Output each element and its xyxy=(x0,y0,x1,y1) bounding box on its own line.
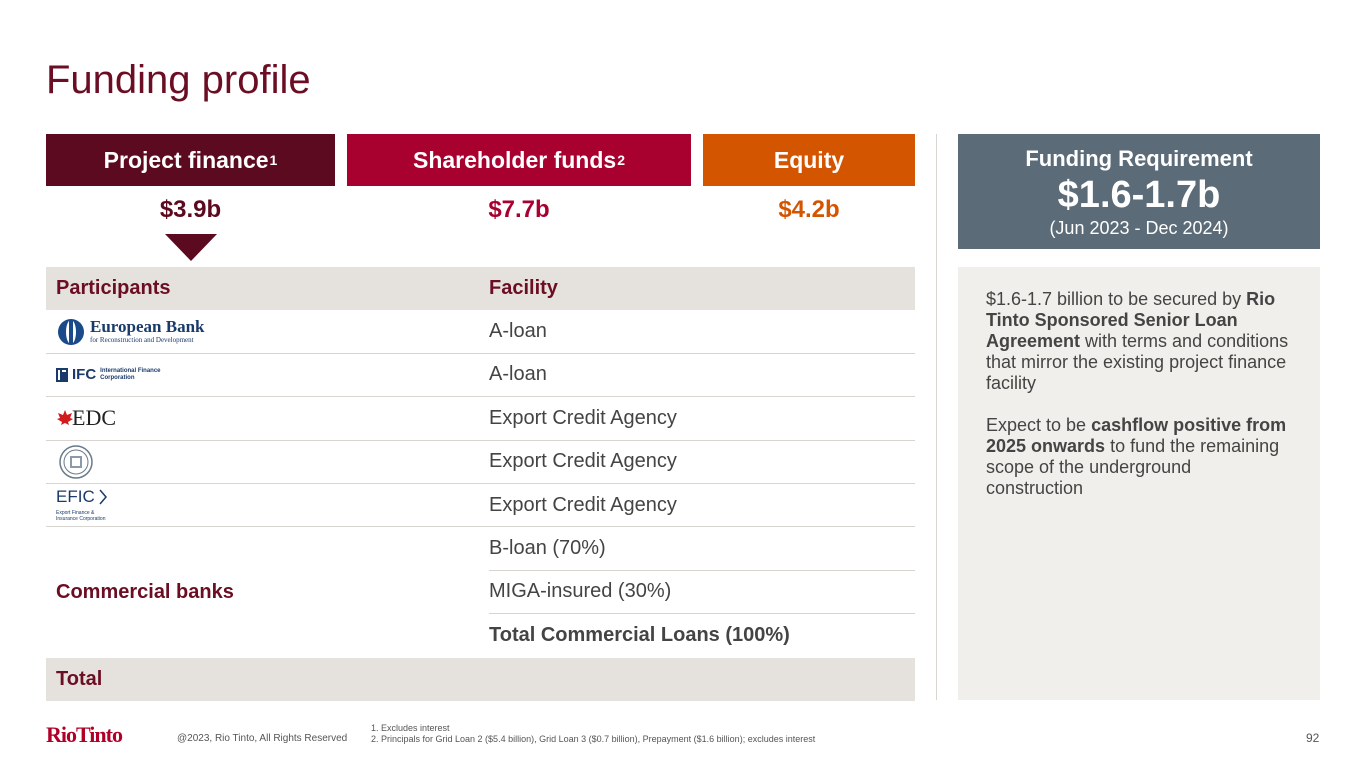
rio-tinto-logo: RioTinto xyxy=(46,722,123,747)
facility-column-header: Facility xyxy=(489,277,558,300)
footnote-2-marker: 2 xyxy=(617,152,625,168)
table-row: EDC Export Credit Agency xyxy=(46,397,915,441)
footnote-1-marker: 1 xyxy=(269,152,278,168)
facility-cell: MIGA-insured (30%) xyxy=(489,580,672,603)
copyright-text: @2023, Rio Tinto, All Rights Reserved xyxy=(177,733,348,744)
funding-requirement-period: (Jun 2023 - Dec 2024) xyxy=(1049,218,1229,238)
total-row: Total xyxy=(46,657,915,701)
table-row: Total Commercial Loans (100%) xyxy=(489,614,915,657)
funding-requirement-amount: $1.6-1.7b xyxy=(1057,174,1221,216)
total-label: Total xyxy=(56,667,103,690)
commentary-panel: $1.6-1.7 billion to be secured by Rio Ti… xyxy=(958,267,1320,700)
commentary-text: $1.6-1.7 billion to be secured by xyxy=(986,289,1247,309)
funding-requirement-box: Funding Requirement $1.6-1.7b (Jun 2023 … xyxy=(958,134,1320,249)
ifc-logo-text: IFC xyxy=(72,366,97,384)
shareholder-funds-label: Shareholder funds xyxy=(413,146,617,173)
edc-logo: EDC xyxy=(56,397,116,439)
commentary-paragraph-2: Expect to be cashflow positive from 2025… xyxy=(986,415,1292,499)
page-title: Funding profile xyxy=(46,58,311,102)
ifc-logo-subtext: International Finance Corporation xyxy=(100,367,161,381)
efic-logo-subtext: Export Finance & Insurance Corporation xyxy=(56,510,106,523)
commentary-bold-text: cashflow positive from 2025 onwards xyxy=(986,415,1287,456)
ebrd-logo-text: European Bank xyxy=(90,317,205,337)
down-arrow-icon xyxy=(165,234,217,261)
commentary-paragraph-1: $1.6-1.7 billion to be secured by Rio Ti… xyxy=(986,289,1292,394)
efic-logo: EFIC Export Finance & Insurance Corporat… xyxy=(56,484,112,526)
divider xyxy=(936,134,937,700)
table-row: Export Credit Agency xyxy=(46,441,915,484)
commentary-text: to fund the remaining scope of the under… xyxy=(986,436,1280,498)
commentary-text: Expect to be xyxy=(986,415,1092,435)
commentary-text: with terms and conditions that mirror th… xyxy=(986,331,1289,393)
table-row: EFIC Export Finance & Insurance Corporat… xyxy=(46,484,915,528)
facility-cell: Export Credit Agency xyxy=(489,450,677,473)
edc-logo-text: EDC xyxy=(72,405,116,431)
project-finance-amount: $3.9b xyxy=(159,196,222,223)
table-row: MIGA-insured (30%) xyxy=(489,571,915,615)
equity-label: Equity xyxy=(773,146,845,173)
page-number: 92 xyxy=(1306,731,1320,745)
facility-cell: B-loan (70%) xyxy=(489,537,606,560)
facility-cell: Export Credit Agency xyxy=(489,493,677,516)
facility-cell: Export Credit Agency xyxy=(489,406,677,429)
facility-cell: A-loan xyxy=(489,320,547,343)
footnote-1: 1. Excludes interest xyxy=(371,723,450,733)
project-finance-label: Project finance xyxy=(103,146,269,173)
efic-logo-text: EFIC xyxy=(56,487,95,507)
equity-header: Equity xyxy=(703,134,915,186)
seal-logo xyxy=(56,441,96,483)
participants-table: Participants Facility European Bank for … xyxy=(46,267,915,701)
maple-leaf-icon xyxy=(57,410,73,426)
footnote-2: 2. Principals for Grid Loan 2 ($5.4 bill… xyxy=(371,734,816,744)
ebrd-logo: European Bank for Reconstruction and Dev… xyxy=(56,310,204,352)
total-commercial-loans-cell: Total Commercial Loans (100%) xyxy=(489,624,790,647)
commentary-bold-text: Rio Tinto Sponsored Senior Loan Agreemen… xyxy=(986,289,1276,351)
facility-cell: A-loan xyxy=(489,363,547,386)
project-finance-header: Project finance 1 xyxy=(46,134,335,186)
commercial-banks-group: Commercial banks B-loan (70%) MIGA-insur… xyxy=(46,527,915,657)
ebrd-emblem-icon xyxy=(58,318,84,345)
table-row: IFC International Finance Corporation A-… xyxy=(46,354,915,398)
ifc-emblem-icon xyxy=(56,367,68,382)
table-row: B-loan (70%) xyxy=(489,527,915,571)
funding-requirement-title: Funding Requirement xyxy=(1025,146,1253,171)
chevron-right-icon xyxy=(99,489,107,505)
equity-amount: $4.2b xyxy=(778,196,840,223)
commercial-banks-label: Commercial banks xyxy=(56,580,234,603)
table-row: European Bank for Reconstruction and Dev… xyxy=(46,310,915,354)
shareholder-funds-header: Shareholder funds 2 xyxy=(347,134,691,186)
shareholder-funds-amount: $7.7b xyxy=(488,196,550,223)
government-seal-icon xyxy=(59,445,93,479)
ebrd-logo-subtext: for Reconstruction and Development xyxy=(90,336,194,345)
ifc-logo: IFC International Finance Corporation xyxy=(56,354,164,396)
footnotes: 1. Excludes interest 2. Principals for G… xyxy=(371,723,815,745)
table-header-row: Participants Facility xyxy=(46,267,915,311)
participants-column-header: Participants xyxy=(56,277,171,300)
